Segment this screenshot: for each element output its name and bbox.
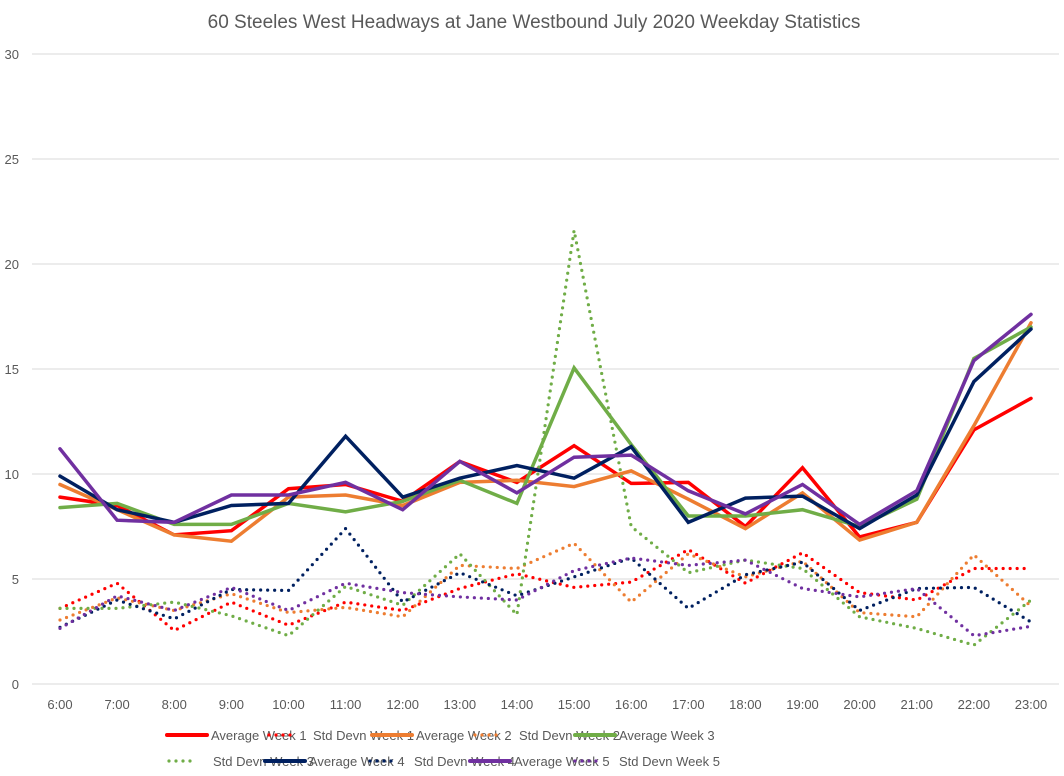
y-tick-label: 15 — [5, 362, 19, 377]
legend-label: Average Week 5 — [514, 754, 610, 769]
series-line-average-week-1 — [58, 396, 1033, 539]
legend-label: Average Week 1 — [211, 728, 307, 743]
legend-item: Std Devn Week 1 — [267, 728, 414, 743]
legend: Average Week 1 Std Devn Week 1 Average Wee… — [165, 728, 720, 769]
legend-item: Average Week 3 — [573, 728, 715, 743]
x-tick-label: 18:00 — [729, 697, 762, 712]
series-lines — [58, 230, 1033, 647]
y-tick-label: 25 — [5, 152, 19, 167]
x-tick-label: 11:00 — [330, 697, 362, 712]
x-tick-label: 16:00 — [615, 697, 648, 712]
y-tick-label: 5 — [12, 572, 19, 587]
x-axis-ticks: 6:00 7:00 8:00 9:00 10:00 11:00 12:00 13:00 14:0… — [47, 697, 1047, 712]
x-tick-label: 22:00 — [958, 697, 991, 712]
legend-item: Std Devn Week 4 — [368, 754, 515, 769]
x-tick-label: 6:00 — [47, 697, 72, 712]
x-tick-label: 14:00 — [501, 697, 534, 712]
y-axis-ticks: 0 5 10 15 20 25 30 — [5, 47, 19, 692]
x-tick-label: 15:00 — [558, 697, 591, 712]
legend-label: Std Devn Week 4 — [414, 754, 515, 769]
x-tick-label: 17:00 — [672, 697, 705, 712]
x-tick-label: 13:00 — [444, 697, 477, 712]
legend-item: Average Week 5 — [468, 754, 610, 769]
legend-label: Average Week 3 — [619, 728, 715, 743]
legend-item: Average Week 2 — [370, 728, 512, 743]
chart-title: 60 Steeles West Headways at Jane Westbou… — [208, 12, 861, 33]
y-tick-label: 10 — [5, 467, 19, 482]
series-line-std-devn-week-1 — [58, 547, 1033, 633]
legend-item: Average Week 4 — [263, 754, 405, 769]
y-tick-label: 20 — [5, 257, 19, 272]
legend-label: Std Devn Week 1 — [313, 728, 414, 743]
x-tick-label: 10:00 — [272, 697, 305, 712]
series-line-average-week-2 — [58, 321, 1033, 544]
y-tick-label: 30 — [5, 47, 19, 62]
legend-label: Std Devn Week 5 — [619, 754, 720, 769]
series-line-average-week-5 — [58, 312, 1033, 527]
x-tick-label: 7:00 — [104, 697, 129, 712]
x-tick-label: 9:00 — [219, 697, 244, 712]
x-tick-label: 8:00 — [162, 697, 187, 712]
legend-label: Std Devn Week 2 — [519, 728, 620, 743]
x-tick-label: 23:00 — [1015, 697, 1048, 712]
legend-item: Std Devn Week 5 — [573, 754, 720, 769]
legend-label: Average Week 2 — [416, 728, 512, 743]
x-tick-label: 12:00 — [386, 697, 419, 712]
series-line-average-week-4 — [58, 327, 1033, 531]
x-tick-label: 21:00 — [900, 697, 933, 712]
legend-item: Average Week 1 — [165, 728, 307, 743]
x-tick-label: 20:00 — [843, 697, 876, 712]
series-line-std-devn-week-2 — [58, 541, 1033, 622]
series-line-std-devn-week-5 — [58, 556, 1033, 638]
legend-label: Average Week 4 — [309, 754, 405, 769]
legend-item: Std Devn Week 2 — [473, 728, 620, 743]
y-tick-label: 0 — [12, 677, 19, 692]
x-tick-label: 19:00 — [786, 697, 819, 712]
